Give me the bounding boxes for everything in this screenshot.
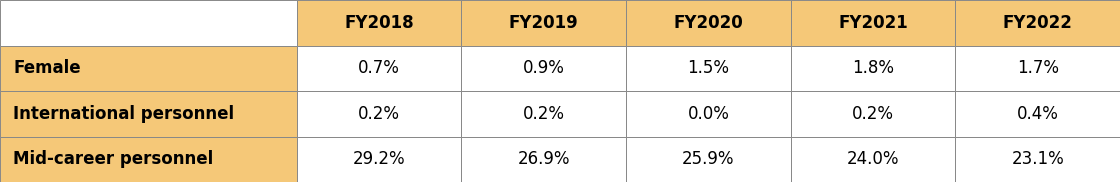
Text: 25.9%: 25.9% (682, 150, 735, 168)
Bar (461, 0, 626, 46)
Text: 0.0%: 0.0% (688, 105, 729, 123)
Bar (461, 91, 626, 136)
Text: Mid-career personnel: Mid-career personnel (13, 150, 214, 168)
Text: 0.7%: 0.7% (358, 59, 400, 77)
Text: 0.4%: 0.4% (1017, 105, 1058, 123)
Bar (626, 46, 791, 91)
Bar (297, 46, 461, 91)
Text: FY2020: FY2020 (673, 14, 744, 32)
Bar (955, 91, 1120, 136)
Text: 1.5%: 1.5% (688, 59, 729, 77)
Text: 1.7%: 1.7% (1017, 59, 1058, 77)
Text: 1.8%: 1.8% (852, 59, 894, 77)
Bar (955, 136, 1120, 182)
Bar (0, 136, 297, 182)
Bar (791, 136, 955, 182)
Text: 0.2%: 0.2% (852, 105, 894, 123)
Text: FY2022: FY2022 (1002, 14, 1073, 32)
Bar (626, 136, 791, 182)
Text: FY2018: FY2018 (344, 14, 414, 32)
Bar (955, 46, 1120, 91)
Text: 23.1%: 23.1% (1011, 150, 1064, 168)
Text: Female: Female (13, 59, 81, 77)
Text: 0.9%: 0.9% (523, 59, 564, 77)
Bar (461, 46, 626, 91)
Text: FY2021: FY2021 (838, 14, 908, 32)
Bar (626, 0, 791, 46)
Bar (791, 46, 955, 91)
Bar (0, 46, 297, 91)
Bar (955, 0, 1120, 46)
Bar (297, 136, 461, 182)
Bar (791, 91, 955, 136)
Bar (297, 91, 461, 136)
Text: 0.2%: 0.2% (358, 105, 400, 123)
Text: 24.0%: 24.0% (847, 150, 899, 168)
Bar (0, 91, 297, 136)
Bar (0, 0, 297, 46)
Bar (461, 136, 626, 182)
Text: FY2019: FY2019 (508, 14, 579, 32)
Bar (297, 0, 461, 46)
Bar (626, 91, 791, 136)
Bar (791, 0, 955, 46)
Text: 26.9%: 26.9% (517, 150, 570, 168)
Text: 29.2%: 29.2% (353, 150, 405, 168)
Text: 0.2%: 0.2% (523, 105, 564, 123)
Text: International personnel: International personnel (13, 105, 234, 123)
